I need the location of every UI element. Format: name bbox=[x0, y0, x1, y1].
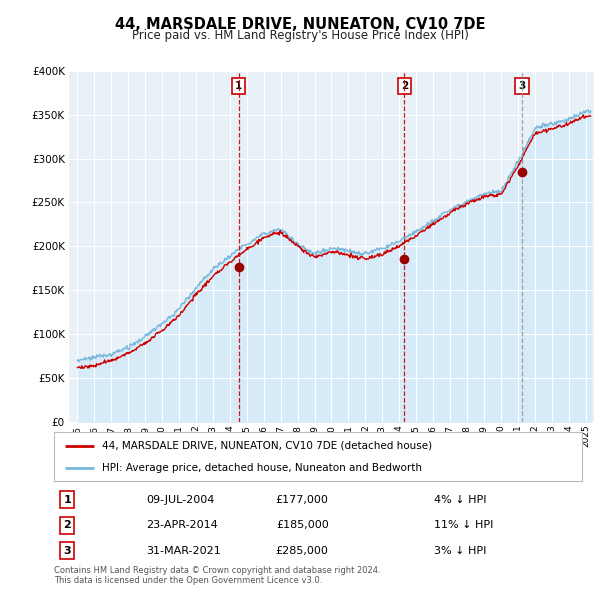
Text: 4% ↓ HPI: 4% ↓ HPI bbox=[434, 495, 487, 504]
Text: 3% ↓ HPI: 3% ↓ HPI bbox=[434, 546, 487, 556]
Text: £177,000: £177,000 bbox=[276, 495, 329, 504]
Text: 44, MARSDALE DRIVE, NUNEATON, CV10 7DE: 44, MARSDALE DRIVE, NUNEATON, CV10 7DE bbox=[115, 17, 485, 31]
Text: 2: 2 bbox=[64, 520, 71, 530]
Text: Price paid vs. HM Land Registry's House Price Index (HPI): Price paid vs. HM Land Registry's House … bbox=[131, 29, 469, 42]
Text: 3: 3 bbox=[64, 546, 71, 556]
Text: 2: 2 bbox=[401, 81, 408, 91]
Text: 1: 1 bbox=[235, 81, 242, 91]
Text: 09-JUL-2004: 09-JUL-2004 bbox=[146, 495, 215, 504]
Text: £185,000: £185,000 bbox=[276, 520, 329, 530]
Text: 11% ↓ HPI: 11% ↓ HPI bbox=[434, 520, 494, 530]
Text: Contains HM Land Registry data © Crown copyright and database right 2024.: Contains HM Land Registry data © Crown c… bbox=[54, 566, 380, 575]
Text: 31-MAR-2021: 31-MAR-2021 bbox=[146, 546, 221, 556]
Text: £285,000: £285,000 bbox=[276, 546, 329, 556]
Text: This data is licensed under the Open Government Licence v3.0.: This data is licensed under the Open Gov… bbox=[54, 576, 322, 585]
Text: 3: 3 bbox=[518, 81, 526, 91]
Text: 44, MARSDALE DRIVE, NUNEATON, CV10 7DE (detached house): 44, MARSDALE DRIVE, NUNEATON, CV10 7DE (… bbox=[101, 441, 431, 451]
Text: 1: 1 bbox=[64, 495, 71, 504]
Text: 23-APR-2014: 23-APR-2014 bbox=[146, 520, 218, 530]
Text: HPI: Average price, detached house, Nuneaton and Bedworth: HPI: Average price, detached house, Nune… bbox=[101, 463, 422, 473]
